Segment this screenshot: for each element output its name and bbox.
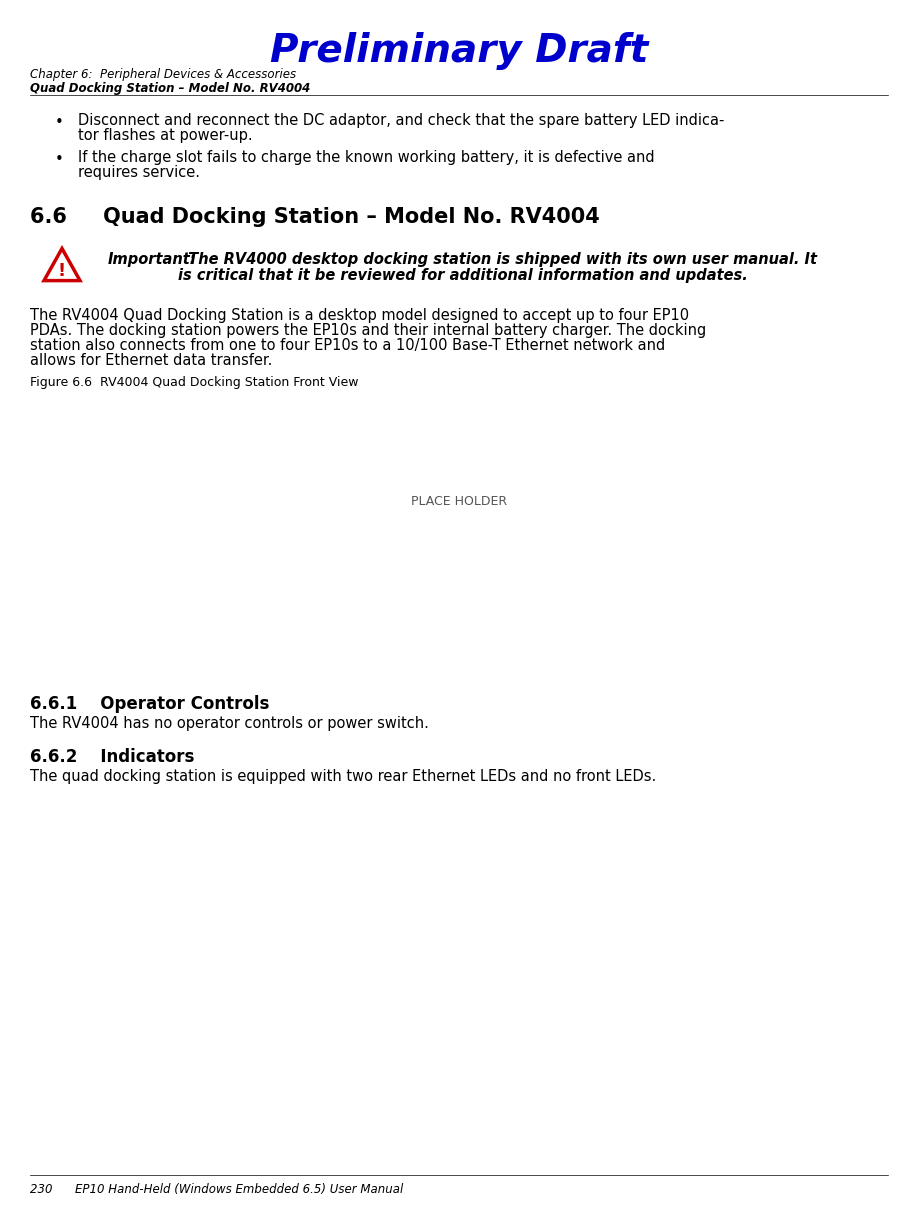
Text: Chapter 6:  Peripheral Devices & Accessories: Chapter 6: Peripheral Devices & Accessor… [30,68,297,81]
Text: The RV4004 Quad Docking Station is a desktop model designed to accept up to four: The RV4004 Quad Docking Station is a des… [30,308,689,323]
Text: station also connects from one to four EP10s to a 10/100 Base-T Ethernet network: station also connects from one to four E… [30,338,666,353]
Text: 6.6.1    Operator Controls: 6.6.1 Operator Controls [30,695,269,713]
Text: •: • [55,115,63,130]
Text: Disconnect and reconnect the DC adaptor, and check that the spare battery LED in: Disconnect and reconnect the DC adaptor,… [78,114,724,128]
Text: The quad docking station is equipped with two rear Ethernet LEDs and no front LE: The quad docking station is equipped wit… [30,769,656,784]
Text: PLACE HOLDER: PLACE HOLDER [411,495,507,509]
Text: requires service.: requires service. [78,165,200,180]
Polygon shape [44,249,80,280]
Text: Important:: Important: [108,252,196,267]
Text: •: • [55,152,63,167]
Text: !: ! [58,262,66,280]
Text: Figure 6.6  RV4004 Quad Docking Station Front View: Figure 6.6 RV4004 Quad Docking Station F… [30,376,359,389]
Text: If the charge slot fails to charge the known working battery, it is defective an: If the charge slot fails to charge the k… [78,150,655,165]
Text: The RV4000 desktop docking station is shipped with its own user manual. It: The RV4000 desktop docking station is sh… [178,252,817,267]
Text: The RV4004 has no operator controls or power switch.: The RV4004 has no operator controls or p… [30,716,429,731]
Text: PDAs. The docking station powers the EP10s and their internal battery charger. T: PDAs. The docking station powers the EP1… [30,323,706,338]
Text: 230      EP10 Hand-Held (Windows Embedded 6.5) User Manual: 230 EP10 Hand-Held (Windows Embedded 6.5… [30,1183,403,1196]
Text: tor flashes at power-up.: tor flashes at power-up. [78,128,252,143]
Text: 6.6     Quad Docking Station – Model No. RV4004: 6.6 Quad Docking Station – Model No. RV4… [30,207,599,227]
Text: Quad Docking Station – Model No. RV4004: Quad Docking Station – Model No. RV4004 [30,82,310,95]
Text: allows for Ethernet data transfer.: allows for Ethernet data transfer. [30,353,273,368]
Text: 6.6.2    Indicators: 6.6.2 Indicators [30,748,195,766]
Text: Preliminary Draft: Preliminary Draft [270,31,648,70]
Text: is critical that it be reviewed for additional information and updates.: is critical that it be reviewed for addi… [178,268,748,283]
